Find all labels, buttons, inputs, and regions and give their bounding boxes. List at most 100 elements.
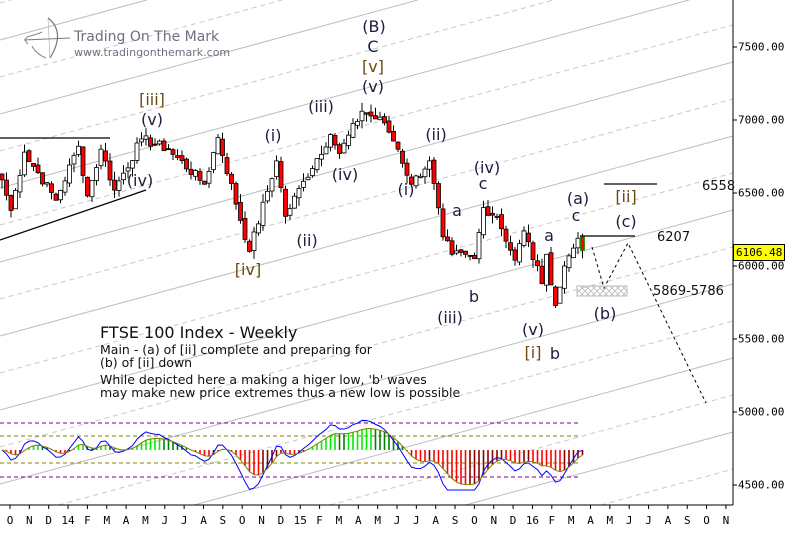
candle-body (22, 151, 27, 176)
candle-body (265, 190, 270, 202)
x-tick-label: M (567, 514, 575, 527)
candle-body (391, 130, 396, 142)
candle-body (278, 161, 284, 188)
wave-label: b (468, 287, 480, 306)
oscillator-line (1, 419, 583, 491)
candle-body (94, 167, 99, 182)
candle-body (476, 232, 482, 260)
candle-body (211, 152, 216, 171)
candle-body (179, 155, 185, 161)
candle-body (503, 228, 509, 242)
candle-body (458, 249, 464, 253)
channel-lines (0, 0, 734, 506)
x-tick-label: J (161, 514, 169, 527)
candle-body (170, 149, 176, 155)
drawings (0, 137, 707, 404)
channel-line (0, 0, 283, 78)
candle-body (80, 146, 86, 176)
level-label-zone: 5869-5786 (653, 284, 724, 299)
candle-body (292, 195, 297, 209)
wave-label: [v] (362, 57, 384, 76)
x-tick-label: O (238, 514, 246, 527)
x-tick-label: O (703, 514, 710, 527)
candle-body (157, 140, 162, 145)
target-zone-box (576, 285, 628, 297)
wave-label: (b) (593, 304, 617, 323)
candle-body (539, 265, 545, 284)
channel-line (0, 61, 734, 263)
y-tick-label: 4500.00 (738, 478, 785, 492)
candle-body (566, 255, 572, 269)
candle-body (454, 250, 459, 254)
candle-body (8, 195, 14, 211)
candle-body (89, 179, 95, 198)
candle-body (184, 158, 189, 170)
candle-body (323, 146, 329, 155)
x-tick-label: 14 (61, 514, 75, 527)
candle-body (328, 134, 333, 148)
x-tick-label: O (471, 514, 478, 527)
channel-line (0, 172, 734, 374)
wave-label: (v) (362, 77, 384, 96)
axis-ticks (9, 46, 737, 509)
candle-body (103, 150, 108, 162)
candle-body (337, 144, 342, 154)
y-tick-label: 7000.00 (738, 113, 785, 127)
candlesticks (0, 102, 585, 308)
candle-body (71, 155, 77, 165)
candle-body (215, 137, 221, 155)
candle-body (260, 201, 266, 226)
x-tick-label: M (374, 514, 381, 527)
channel-line (329, 394, 734, 506)
candle-body (562, 265, 567, 289)
candle-body (557, 286, 563, 304)
candle-body (544, 253, 549, 286)
candle-body (229, 173, 234, 184)
candle-body (206, 170, 212, 184)
wave-label: (iv) (331, 165, 359, 184)
candle-body (220, 138, 225, 156)
x-tick-label: A (432, 514, 439, 527)
channel-line (0, 246, 734, 448)
wave-label: c (478, 174, 488, 193)
candle-body (445, 236, 450, 242)
x-tick-label: A (354, 514, 362, 527)
wave-label: (v) (522, 320, 544, 339)
x-tick-label: M (142, 514, 149, 527)
wave-label: c (571, 206, 581, 225)
candle-body (382, 116, 387, 124)
y-tick-label: 5500.00 (738, 332, 785, 346)
level-label-6558: 6558 (702, 179, 736, 194)
candle-body (274, 160, 279, 178)
channel-line (0, 24, 734, 226)
wave-label: [ii] (615, 187, 637, 206)
candle-body (44, 182, 50, 185)
candle-body (364, 112, 369, 115)
candle-body (67, 164, 72, 184)
wave-label: (ii) (296, 231, 318, 250)
candle-body (107, 160, 113, 181)
x-tick-label: N (26, 514, 33, 527)
candle-body (346, 134, 351, 146)
triangle-bottom-line (0, 189, 147, 241)
wave-label: a (452, 201, 462, 220)
candle-body (143, 135, 149, 140)
candle-body (575, 237, 581, 249)
candle-body (404, 162, 410, 176)
x-tick-label: N (490, 514, 498, 527)
candle-body (386, 120, 392, 133)
channel-line (600, 468, 734, 506)
projection-path (591, 241, 707, 404)
wave-label: C (367, 37, 379, 56)
candle-body (359, 110, 365, 122)
candle-body (31, 163, 36, 167)
channel-line (0, 283, 734, 485)
candle-body (166, 148, 171, 151)
wave-label: [i] (524, 343, 542, 362)
channel-line (465, 431, 734, 506)
candle-body (355, 121, 360, 126)
candle-body (490, 212, 495, 216)
x-tick-label: 15 (293, 514, 307, 527)
x-tick-label: J (393, 514, 401, 527)
